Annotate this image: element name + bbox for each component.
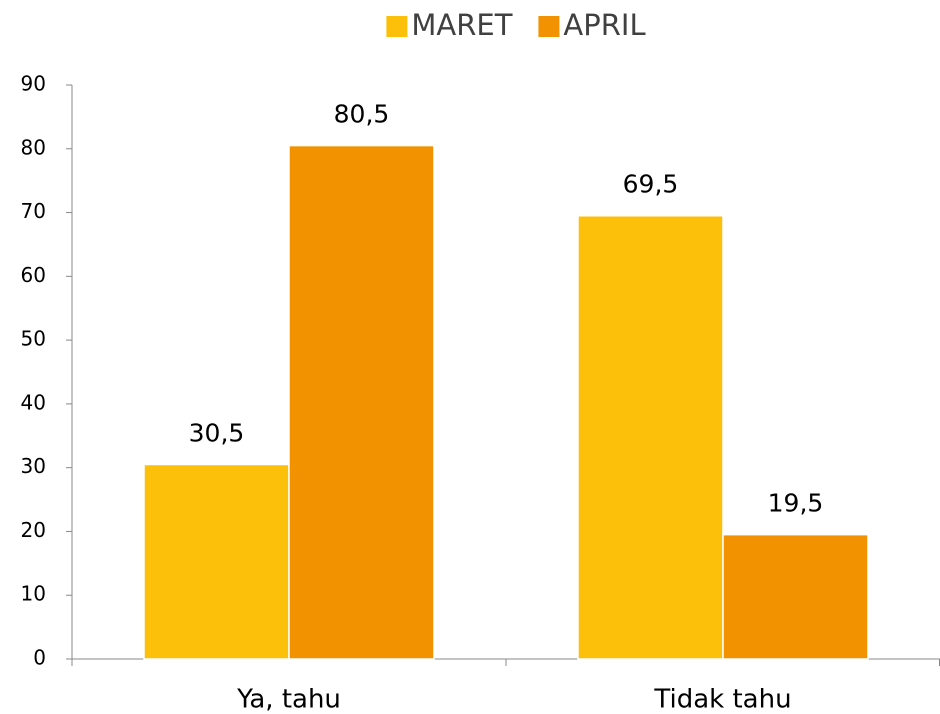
y-tick-label: 30 [21, 454, 46, 478]
bar [577, 214, 724, 660]
y-tick-label: 0 [33, 646, 46, 670]
y-tick-label: 50 [21, 327, 46, 351]
bar [288, 144, 435, 660]
y-tick-label: 90 [21, 72, 46, 96]
y-tick-label: 10 [21, 582, 46, 606]
legend-label: APRIL [563, 8, 645, 42]
x-tick-label: Tidak tahu [653, 685, 791, 714]
data-label: 19,5 [768, 489, 824, 518]
y-tick-label: 70 [21, 199, 46, 223]
legend-swatch [538, 16, 560, 37]
bar [143, 463, 290, 660]
bar [722, 533, 869, 660]
y-tick-label: 40 [21, 390, 46, 414]
data-label: 80,5 [334, 100, 390, 129]
y-tick-label: 80 [21, 135, 46, 159]
legend-swatch [386, 16, 408, 37]
data-label: 30,5 [189, 418, 245, 447]
y-tick-label: 60 [21, 263, 46, 287]
data-label: 69,5 [623, 170, 679, 199]
x-tick-label: Ya, tahu [236, 685, 341, 714]
y-tick-label: 20 [21, 518, 46, 542]
legend-label: MARET [411, 8, 512, 42]
